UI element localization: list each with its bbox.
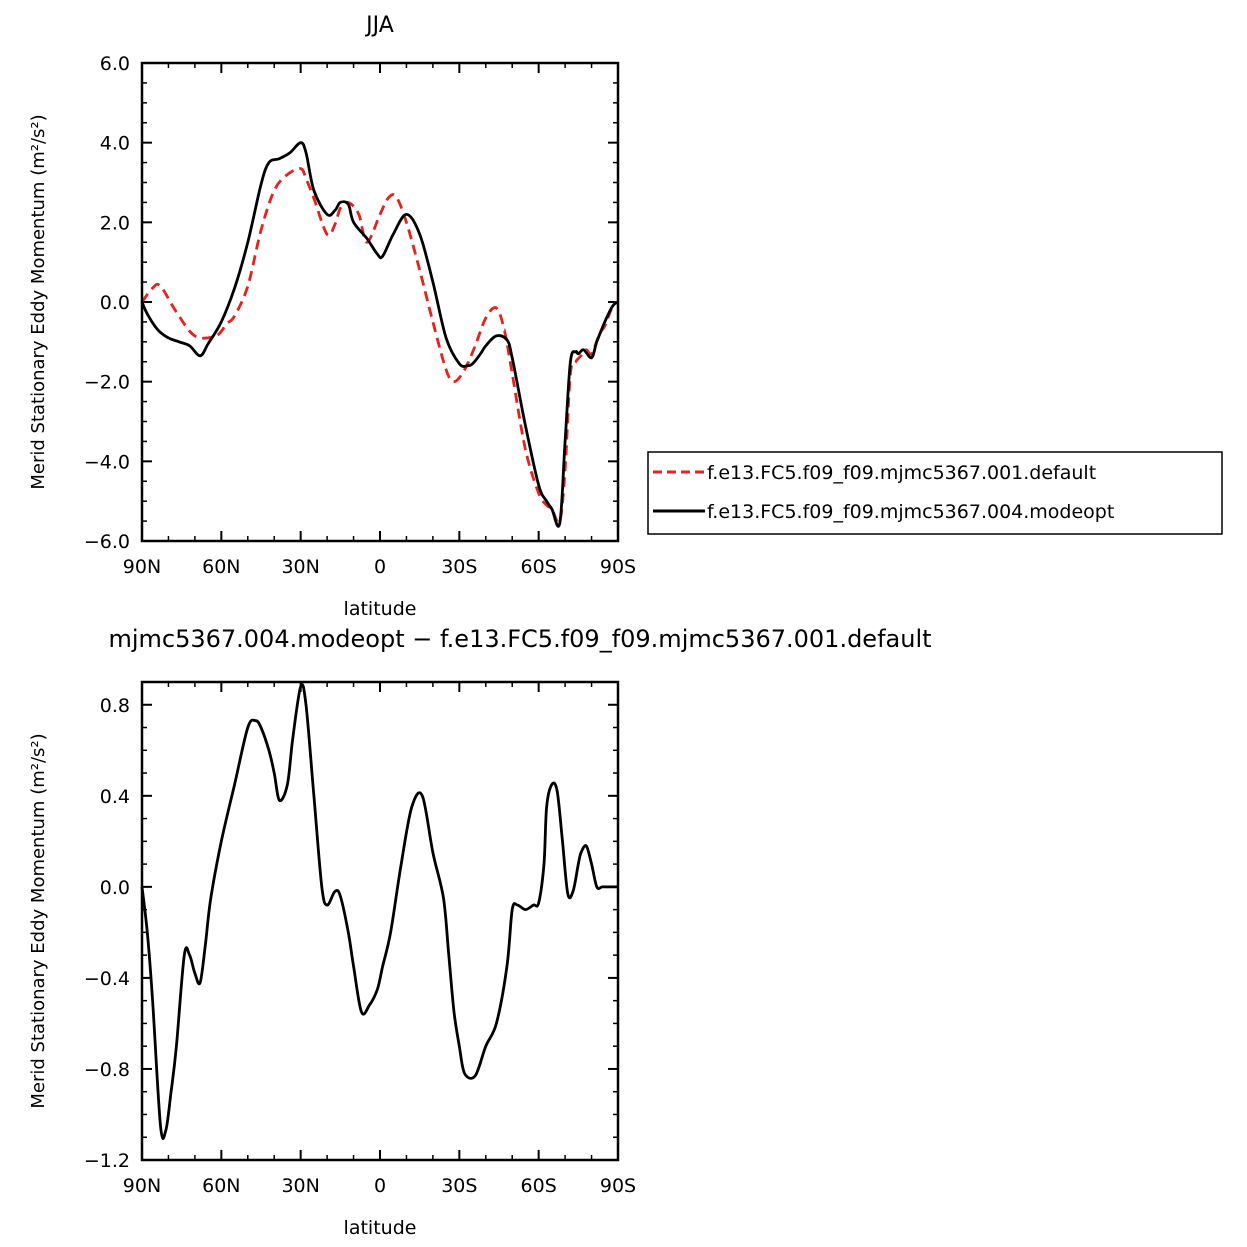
y-tick-label: −1.2	[84, 1150, 130, 1172]
y-tick-label: 6.0	[100, 53, 130, 75]
x-tick-label: 60S	[521, 556, 557, 578]
bottom-y-axis-label: Merid Stationary Eddy Momentum (m²/s²)	[28, 733, 49, 1108]
bottom-series-layer	[140, 683, 618, 1140]
bottom-chart-title: mjmc5367.004.modeopt − f.e13.FC5.f09_f09…	[108, 625, 931, 653]
x-tick-label: 0	[374, 1175, 386, 1197]
x-tick-label: 30S	[441, 556, 477, 578]
y-tick-label: 4.0	[100, 133, 130, 155]
legend-label-modeopt: f.e13.FC5.f09_f09.mjmc5367.004.modeopt	[707, 501, 1114, 523]
y-tick-label: 0.0	[100, 292, 130, 314]
x-tick-label: 60N	[202, 1175, 240, 1197]
x-tick-label: 30N	[281, 556, 319, 578]
top-axis-ticks: −6.0 −4.0 −2.0 0.0 2.0 4.0 6.0 90N 60N 30N 0 30S 60S…	[84, 53, 636, 578]
y-tick-label: −0.8	[84, 1059, 130, 1081]
series-line-difference	[140, 683, 618, 1140]
y-tick-label: −0.4	[84, 968, 130, 990]
x-tick-label: 90S	[600, 1175, 636, 1197]
series-line-default	[140, 167, 619, 524]
x-tick-label: 30S	[441, 1175, 477, 1197]
y-tick-label: −2.0	[84, 372, 130, 394]
y-tick-label: 2.0	[100, 212, 130, 234]
top-series-layer	[140, 141, 619, 528]
x-tick-label: 90N	[123, 556, 161, 578]
top-y-axis-label: Merid Stationary Eddy Momentum (m²/s²)	[28, 114, 49, 489]
bottom-plot-frame	[140, 680, 620, 1162]
top-chart-title: JJA	[364, 13, 394, 38]
y-tick-label: 0.8	[100, 695, 130, 717]
top-panel: JJA Merid Stationary Eddy Momentum (m²/s…	[28, 13, 636, 620]
legend: f.e13.FC5.f09_f09.mjmc5367.001.default f…	[647, 451, 1223, 535]
legend-label-default: f.e13.FC5.f09_f09.mjmc5367.001.default	[707, 462, 1096, 484]
x-tick-label: 30N	[281, 1175, 319, 1197]
bottom-x-axis-label: latitude	[344, 1217, 417, 1239]
bottom-panel: mjmc5367.004.modeopt − f.e13.FC5.f09_f09…	[28, 625, 932, 1239]
x-tick-label: 60N	[202, 556, 240, 578]
series-line-modeopt	[140, 141, 619, 528]
y-tick-label: 0.0	[100, 877, 130, 899]
x-tick-label: 0	[374, 556, 386, 578]
y-tick-label: −4.0	[84, 451, 130, 473]
x-tick-label: 60S	[521, 1175, 557, 1197]
top-plot-frame	[140, 61, 620, 543]
y-tick-label: 0.4	[100, 786, 130, 808]
x-tick-label: 90S	[600, 556, 636, 578]
x-tick-label: 90N	[123, 1175, 161, 1197]
legend-box	[647, 451, 1223, 535]
top-x-axis-label: latitude	[344, 598, 417, 620]
y-tick-label: −6.0	[84, 531, 130, 553]
